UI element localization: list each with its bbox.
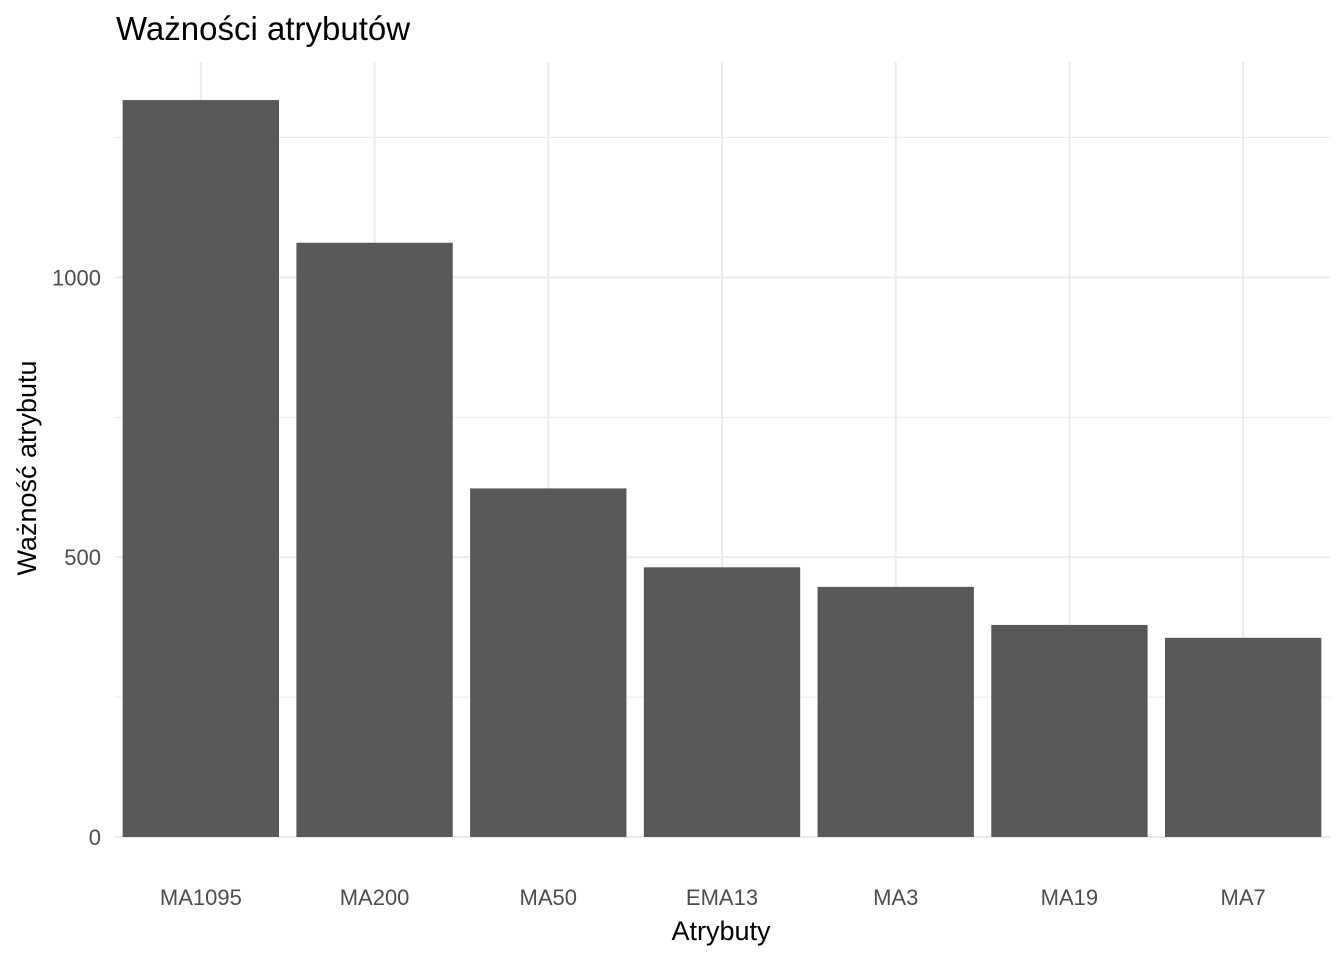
bar-ma200 [296,242,453,838]
y-tick-label: 0 [89,825,101,850]
y-tick-label: 1000 [52,265,101,290]
chart-title: Ważności atrybutów [116,10,411,47]
y-tick-label: 500 [64,545,101,570]
bar-ma7 [1164,637,1322,837]
bar-ma19 [991,624,1148,837]
bar-ma50 [470,488,627,837]
bar-ma1095 [122,100,280,838]
x-axis-ticks: MA1095 MA200 MA50 EMA13 MA3 MA19 MA7 [160,885,1266,910]
bars [122,100,1322,838]
y-axis-title: Ważność atrybutu [12,360,42,575]
y-axis-ticks: 0 500 1000 [52,265,101,850]
bar-ma3 [817,586,974,837]
x-tick-label: MA19 [1041,885,1098,910]
x-tick-label: EMA13 [686,885,758,910]
x-axis-title: Atrybuty [671,916,771,946]
x-tick-label: MA7 [1221,885,1266,910]
x-tick-label: MA200 [340,885,410,910]
x-tick-label: MA1095 [160,885,242,910]
bar-ema13 [643,567,801,837]
x-tick-label: MA50 [520,885,577,910]
x-tick-label: MA3 [873,885,918,910]
